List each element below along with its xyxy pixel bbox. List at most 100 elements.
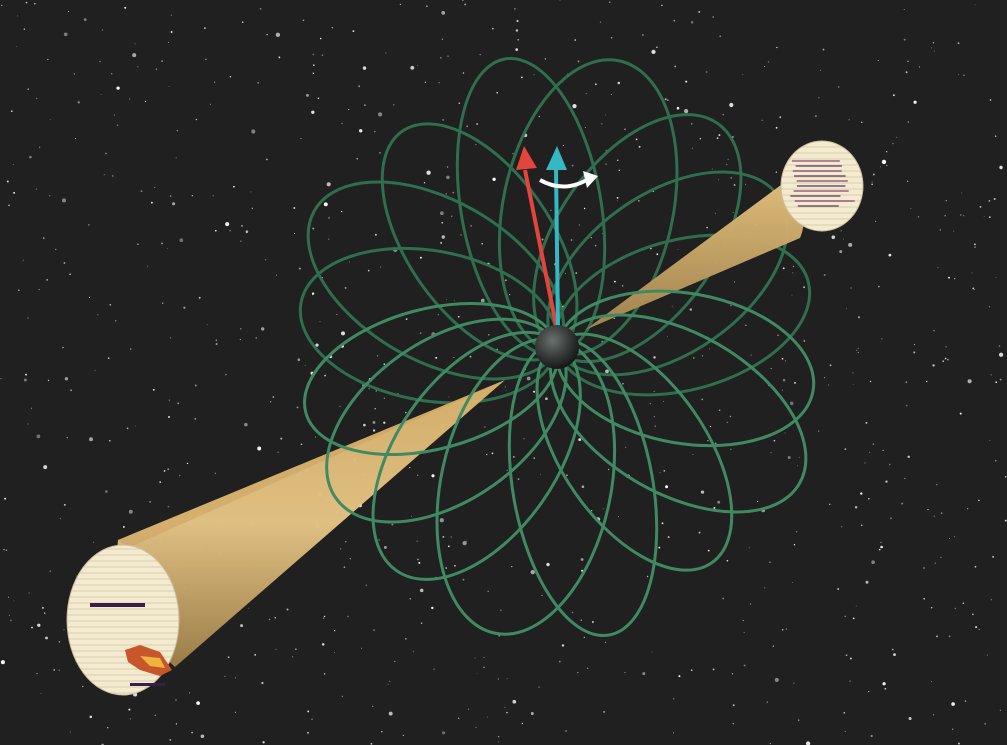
star [971, 272, 973, 274]
star [16, 45, 18, 47]
star [126, 427, 129, 430]
star [730, 177, 732, 179]
star [999, 378, 1002, 381]
star [411, 515, 413, 517]
star [882, 449, 884, 452]
star [515, 48, 518, 51]
star [116, 124, 119, 127]
star [731, 673, 734, 675]
star [888, 253, 892, 257]
star [742, 73, 744, 75]
star [448, 396, 450, 398]
star [191, 731, 193, 734]
star [418, 561, 421, 564]
star [358, 85, 361, 88]
star [650, 247, 652, 250]
star [462, 72, 465, 74]
star [516, 19, 519, 23]
star [275, 32, 281, 37]
star [824, 377, 826, 379]
star [769, 561, 771, 563]
star [168, 399, 170, 401]
star [624, 128, 626, 130]
star [829, 503, 831, 505]
star [399, 3, 402, 6]
star [304, 364, 306, 366]
star [823, 274, 826, 276]
star [144, 100, 147, 103]
star [261, 681, 264, 685]
star [869, 451, 871, 453]
star [663, 400, 664, 402]
star [225, 373, 227, 376]
star [959, 412, 962, 415]
star [958, 73, 960, 75]
star [321, 643, 325, 646]
star [431, 606, 434, 610]
star [967, 379, 972, 384]
star [88, 296, 91, 298]
star [348, 109, 350, 110]
star [317, 97, 320, 100]
star [945, 199, 947, 202]
star [12, 163, 14, 165]
star [852, 383, 854, 385]
star [848, 242, 853, 247]
star [539, 473, 541, 475]
star [571, 611, 574, 614]
star [111, 174, 114, 177]
star [775, 126, 778, 129]
star [36, 434, 41, 439]
star [999, 709, 1001, 711]
star [664, 98, 667, 101]
star [595, 83, 597, 86]
star [667, 99, 669, 101]
star [764, 587, 766, 589]
star [44, 612, 46, 614]
star [341, 122, 343, 125]
star [67, 11, 70, 13]
star [781, 629, 784, 631]
star [729, 102, 734, 108]
star [880, 166, 882, 168]
star [714, 442, 717, 444]
star [860, 492, 863, 495]
star [240, 624, 244, 628]
star [229, 75, 232, 78]
star [28, 592, 30, 594]
star [904, 477, 906, 479]
star [787, 456, 791, 460]
star [280, 437, 283, 440]
star [35, 188, 37, 190]
star [245, 230, 249, 233]
star [672, 698, 675, 700]
star [496, 91, 498, 94]
star [705, 71, 708, 73]
star [107, 357, 110, 360]
star [423, 182, 426, 184]
star [154, 187, 156, 188]
star [789, 401, 794, 406]
star [334, 630, 336, 632]
star [605, 149, 607, 151]
star [865, 421, 868, 424]
star [64, 377, 69, 381]
star [653, 390, 655, 392]
star [848, 119, 850, 121]
star [268, 618, 271, 621]
star [517, 478, 520, 480]
star [209, 103, 211, 105]
star [857, 351, 859, 354]
star [570, 239, 573, 241]
star [961, 192, 963, 194]
star [616, 200, 618, 202]
star [274, 617, 276, 619]
star [394, 660, 396, 663]
star [952, 728, 954, 730]
star [43, 465, 48, 470]
star [757, 500, 759, 502]
star [805, 741, 811, 745]
star [892, 94, 895, 97]
star [575, 272, 577, 274]
star [462, 540, 467, 546]
